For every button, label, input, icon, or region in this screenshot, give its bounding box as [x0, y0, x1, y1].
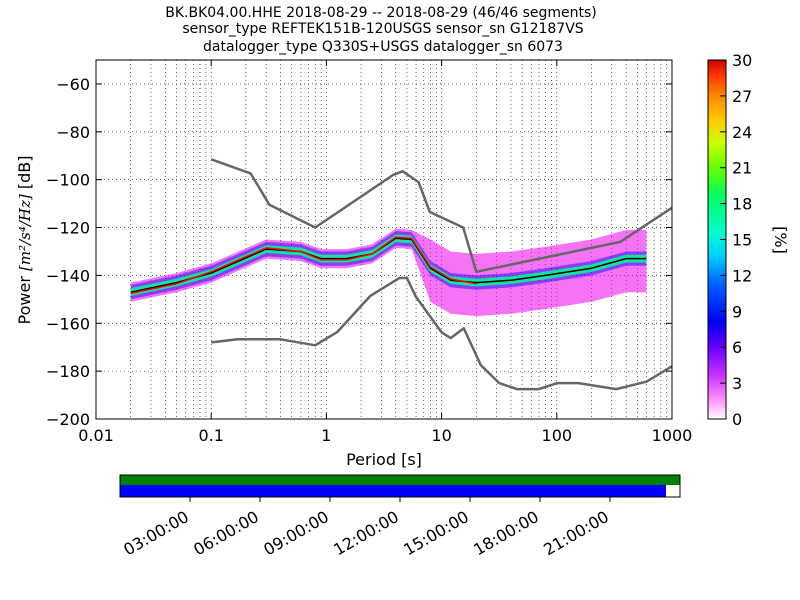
title-line-1: BK.BK04.00.HHE 2018-08-29 -- 2018-08-29 … [165, 5, 597, 21]
x-tick-label: 1 [321, 426, 331, 445]
timeline-ticks: 03:00:0006:00:0009:00:0012:00:0015:00:00… [120, 497, 612, 559]
colorbar-tick-label: 30 [732, 51, 752, 70]
timeline-tick-label: 21:00:00 [540, 507, 612, 559]
colorbar-tick-label: 15 [732, 231, 752, 250]
colorbar-tick-label: 24 [732, 123, 752, 142]
coverage-timeline: 03:00:0006:00:0009:00:0012:00:0015:00:00… [119, 474, 681, 559]
y-tick-label: −100 [46, 171, 90, 190]
y-tick-label: −120 [46, 219, 90, 238]
y-tick-label: −140 [46, 266, 90, 285]
x-axis-ticks: 0.01 0.1 1 10 100 1000 [78, 60, 692, 445]
y-tick-label: −200 [46, 410, 90, 429]
y-axis-label-units: [m²/s⁴/Hz] [16, 194, 34, 271]
y-tick-label: −80 [56, 123, 90, 142]
x-axis-label: Period [s] [346, 450, 422, 469]
y-tick-label: −180 [46, 362, 90, 381]
timeline-tick-label: 12:00:00 [330, 507, 402, 559]
coverage-data-bar [120, 485, 666, 497]
colorbar-tick-label: 6 [732, 338, 742, 357]
timeline-tick-label: 09:00:00 [260, 507, 332, 559]
psd-plot: 0.01 0.1 1 10 100 1000 −200 −180 −160 −140 −120 −1… [15, 59, 692, 469]
timeline-tick-label: 15:00:00 [400, 507, 472, 559]
x-tick-label: 1000 [652, 426, 693, 445]
x-tick-label: 0.01 [78, 426, 114, 445]
curve-nhnm [210, 158, 672, 274]
timeline-tick-label: 18:00:00 [470, 507, 542, 559]
timeline-tick-label: 06:00:00 [190, 507, 262, 559]
y-axis-label-prefix: Power [15, 276, 34, 325]
x-tick-label: 100 [542, 426, 573, 445]
colorbar-tick-label: 12 [732, 266, 752, 285]
y-tick-label: −160 [46, 314, 90, 333]
x-tick-label: 0.1 [198, 426, 223, 445]
colorbar: 0 3 6 9 12 15 18 21 24 27 30 [%] [707, 51, 790, 429]
colorbar-label: [%] [771, 226, 790, 254]
curve-mean [130, 237, 647, 293]
coverage-used-bar [120, 475, 680, 485]
colorbar-tick-label: 18 [732, 195, 752, 214]
y-axis-ticks: −200 −180 −160 −140 −120 −100 −80 −60 [46, 75, 672, 429]
colorbar-tick-label: 0 [732, 410, 742, 429]
timeline-tick-label: 03:00:00 [120, 507, 192, 559]
curve-nlnm [211, 276, 672, 391]
colorbar-tick-label: 21 [732, 159, 752, 178]
y-tick-label: −60 [56, 75, 90, 94]
colorbar-tick-label: 9 [732, 302, 742, 321]
colorbar-ticks: 0 3 6 9 12 15 18 21 24 27 30 [720, 51, 752, 429]
reference-curves [130, 158, 672, 391]
title-line-3: datalogger_type Q330S+USGS datalogger_sn… [203, 39, 563, 55]
y-axis-label-suffix: [dB] [15, 156, 34, 190]
plot-frame [95, 59, 673, 420]
title-line-2: sensor_type REFTEK151B-120USGS sensor_sn… [182, 21, 583, 37]
x-tick-label: 10 [431, 426, 451, 445]
y-axis-label: Power [m²/s⁴/Hz] [dB] [15, 156, 34, 325]
cloud-core [130, 234, 647, 296]
curve-mode [130, 236, 477, 295]
colorbar-tick-label: 27 [732, 87, 752, 106]
colorbar-tick-label: 3 [732, 374, 742, 393]
